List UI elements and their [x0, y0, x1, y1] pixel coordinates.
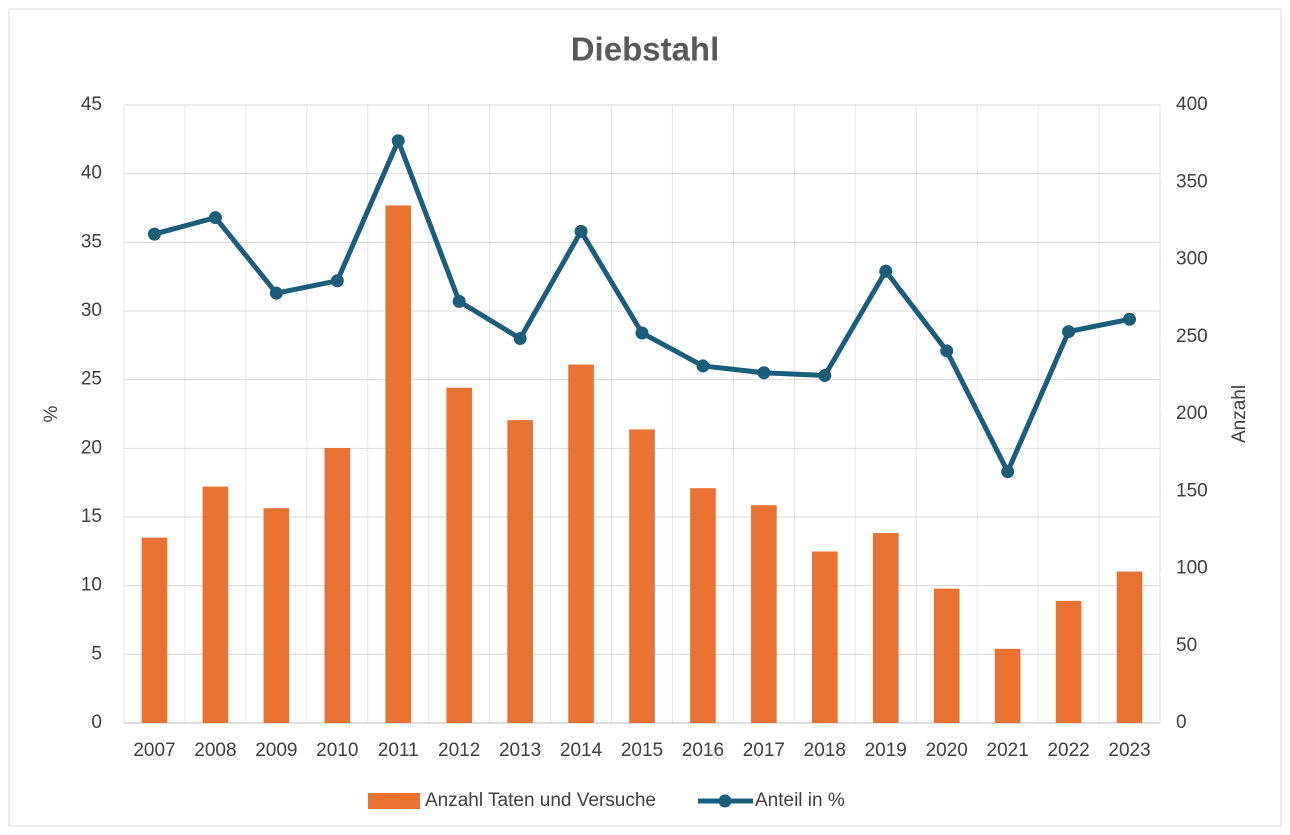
- x-tick-label: 2018: [804, 740, 846, 761]
- x-tick-label: 2012: [438, 740, 480, 761]
- bar: [141, 537, 168, 723]
- bar: [933, 588, 960, 723]
- bar: [507, 420, 533, 723]
- line-marker: [940, 344, 954, 358]
- legend-swatch: [368, 793, 420, 809]
- x-tick-label: 2008: [194, 740, 236, 761]
- line-marker: [1123, 312, 1137, 326]
- line-marker: [574, 224, 588, 238]
- y-tick-label: 15: [81, 506, 102, 527]
- y-tick-label: 45: [81, 94, 102, 115]
- y-tick-label: 40: [81, 163, 102, 184]
- y2-tick-label: 150: [1176, 480, 1208, 501]
- line-marker: [1001, 465, 1015, 479]
- bar: [263, 508, 290, 723]
- x-tick-label: 2014: [560, 740, 603, 761]
- bar: [690, 488, 716, 723]
- line-marker: [635, 326, 649, 340]
- line-marker: [818, 369, 832, 383]
- x-tick-label: 2022: [1047, 740, 1089, 761]
- bar: [1116, 571, 1143, 723]
- y2-tick-label: 250: [1176, 326, 1208, 347]
- line-marker: [1062, 325, 1076, 339]
- line-marker: [696, 359, 710, 373]
- line-marker: [513, 331, 527, 345]
- bar: [202, 486, 229, 723]
- y2-tick-label: 200: [1176, 403, 1208, 424]
- x-tick-label: 2015: [621, 740, 663, 761]
- line-marker: [330, 274, 344, 288]
- y2-tick-label: 350: [1176, 171, 1208, 192]
- x-tick-label: 2016: [682, 740, 724, 761]
- x-tick-label: 2019: [865, 740, 907, 761]
- y-tick-label: 10: [81, 575, 102, 596]
- line-marker: [147, 227, 161, 241]
- legend-label: Anteil in %: [755, 790, 845, 811]
- line-marker: [879, 264, 893, 278]
- y2-tick-label: 50: [1176, 635, 1197, 656]
- bar: [324, 447, 351, 723]
- bar: [568, 364, 594, 723]
- bar: [994, 648, 1021, 723]
- bar: [446, 387, 472, 723]
- line-marker: [269, 286, 283, 300]
- y-tick-label: 0: [91, 712, 102, 733]
- bar: [385, 205, 412, 724]
- y-tick-label: 30: [81, 300, 102, 321]
- y-tick-label: 25: [81, 369, 102, 390]
- legend-marker: [718, 794, 732, 808]
- x-tick-label: 2017: [743, 740, 785, 761]
- x-tick-label: 2020: [926, 740, 968, 761]
- y2-tick-label: 400: [1176, 94, 1208, 115]
- x-tick-label: 2013: [499, 740, 541, 761]
- x-tick-label: 2011: [378, 740, 419, 761]
- bar: [751, 505, 777, 723]
- legend-label: Anzahl Taten und Versuche: [425, 790, 656, 811]
- bar: [629, 429, 655, 723]
- line-marker: [391, 134, 405, 148]
- y-axis-label: %: [41, 405, 62, 422]
- y2-tick-label: 0: [1176, 712, 1187, 733]
- line-marker: [757, 366, 771, 380]
- y2-axis-label: Anzahl: [1229, 385, 1250, 443]
- x-tick-label: 2023: [1108, 740, 1150, 761]
- y-tick-label: 5: [91, 643, 102, 664]
- x-tick-label: 2009: [255, 740, 297, 761]
- bar: [1055, 600, 1082, 723]
- bar: [872, 532, 899, 723]
- y-tick-label: 35: [81, 231, 102, 252]
- line-marker: [208, 211, 222, 225]
- line-marker: [452, 294, 466, 308]
- chart-title: Diebstahl: [571, 31, 720, 68]
- x-tick-label: 2007: [133, 740, 175, 761]
- y2-tick-label: 300: [1176, 249, 1208, 270]
- x-tick-label: 2021: [987, 740, 1029, 761]
- y2-tick-label: 100: [1176, 558, 1208, 579]
- x-tick-label: 2010: [316, 740, 358, 761]
- bar: [812, 551, 838, 723]
- y-tick-label: 20: [81, 437, 102, 458]
